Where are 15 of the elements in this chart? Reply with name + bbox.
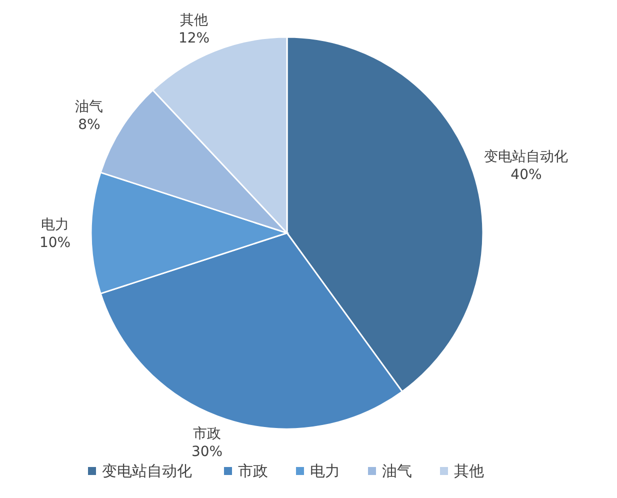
- data-label: 30%: [191, 444, 223, 460]
- data-label: 8%: [78, 117, 100, 134]
- legend-label: 其他: [454, 462, 484, 480]
- legend-label: 电力: [310, 462, 340, 480]
- data-label: 40%: [510, 167, 542, 184]
- data-label: 10%: [39, 235, 71, 251]
- slice-label: 电力: [41, 217, 69, 233]
- data-label: 12%: [178, 30, 210, 46]
- legend-label: 变电站自动化: [102, 462, 192, 480]
- slice-label: 市政: [193, 426, 222, 442]
- legend-label: 市政: [238, 462, 268, 480]
- slice-label: 油气: [75, 99, 104, 116]
- slice-label: 变电站自动化: [484, 149, 568, 166]
- legend-label: 油气: [382, 462, 412, 480]
- slice-label: 其他: [180, 12, 208, 28]
